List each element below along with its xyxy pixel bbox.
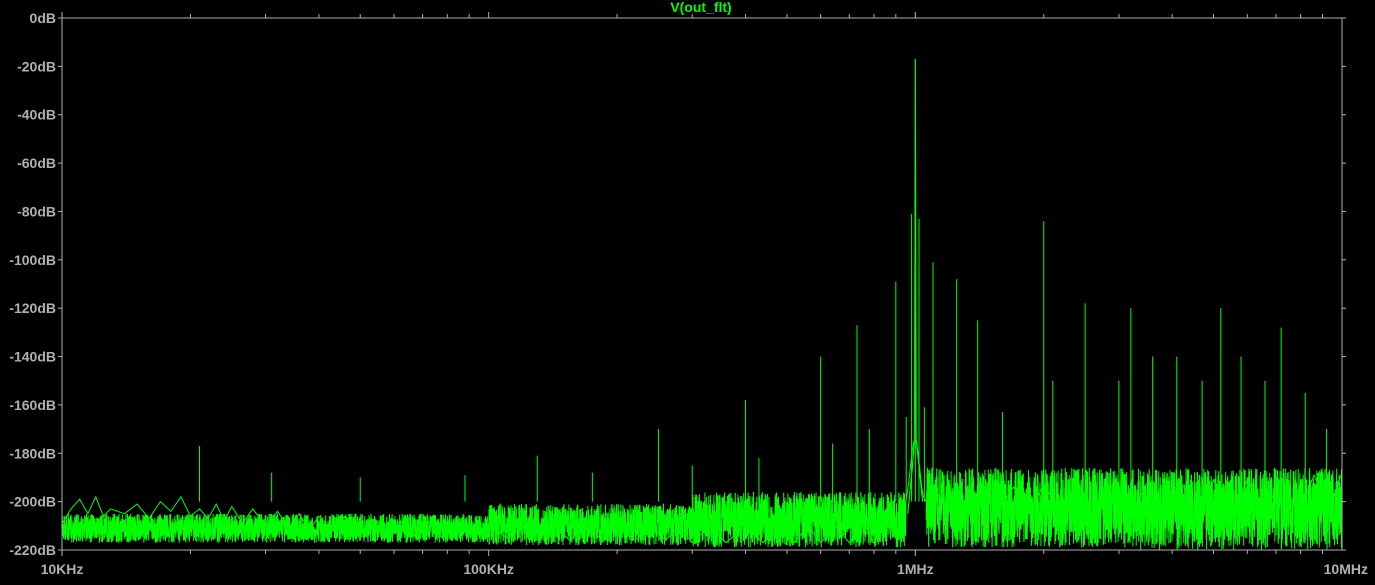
y-tick-label: -80dB (17, 203, 56, 219)
y-tick-label: -120dB (9, 300, 56, 316)
y-tick-label: -220dB (9, 542, 56, 558)
x-tick-label: 100KHz (463, 561, 514, 577)
y-tick-label: -160dB (9, 397, 56, 413)
noise-floor-1 (488, 502, 693, 547)
x-axis-labels: 10KHz 100KHz 1MHz 10MHz (41, 561, 1368, 577)
y-axis-labels: 0dB -20dB -40dB -60dB -80dB -100dB -120dB -140d… (9, 10, 56, 558)
carrier-notch (908, 501, 921, 550)
noise-floor-2 (691, 491, 907, 548)
x-tick-label: 10MHz (1324, 561, 1368, 577)
y-tick-label: -20dB (17, 58, 56, 74)
y-tick-label: -180dB (9, 445, 56, 461)
noise-floor-3 (925, 467, 1120, 548)
noise-floor-0 (61, 513, 490, 543)
y-tick-label: -140dB (9, 349, 56, 365)
y-tick-label: 0dB (30, 10, 56, 26)
axes-layer (58, 12, 1346, 556)
trace-layer (61, 59, 1343, 550)
trace-envelope (61, 59, 1343, 544)
y-tick-label: -200dB (9, 494, 56, 510)
y-tick-label: -60dB (17, 155, 56, 171)
plot-frame (61, 17, 1343, 551)
x-tick-label: 1MHz (897, 561, 934, 577)
x-tick-label: 10KHz (41, 561, 84, 577)
y-tick-label: -100dB (9, 252, 56, 268)
y-tick-label: -40dB (17, 107, 56, 123)
trace-title[interactable]: V(out_flt) (670, 0, 731, 15)
